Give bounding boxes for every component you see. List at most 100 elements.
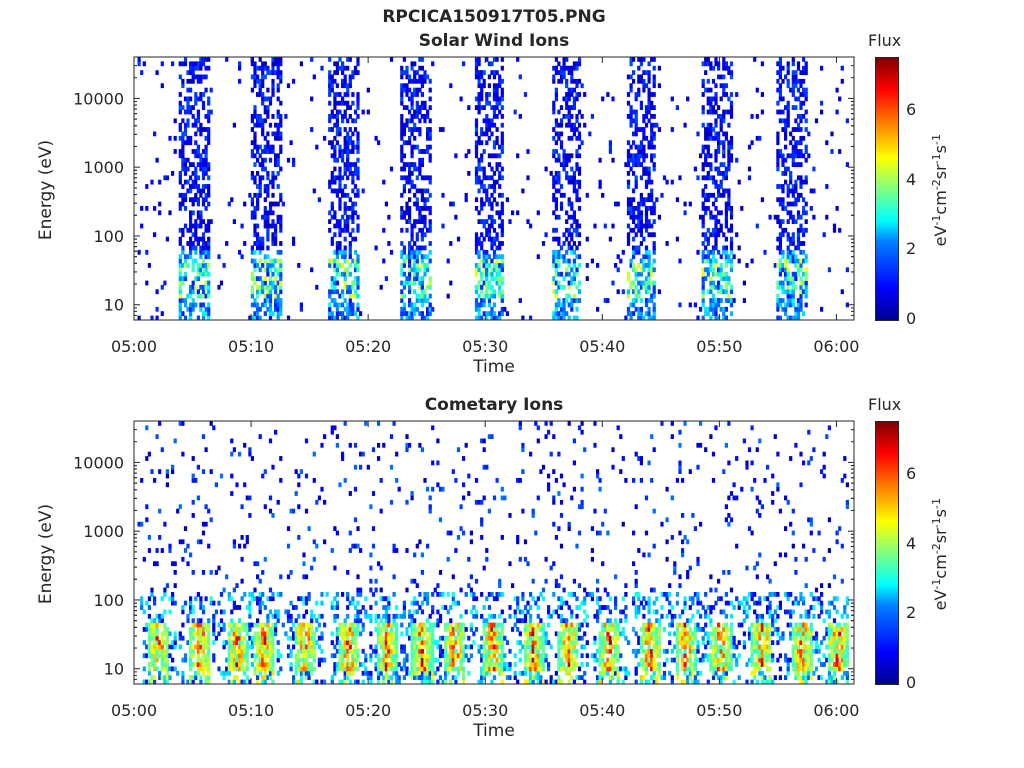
heatmap-cell (802, 232, 806, 238)
heatmap-cells (137, 57, 849, 321)
heatmap-cell (302, 613, 306, 619)
heatmap-cell (315, 627, 319, 632)
heatmap-cell (178, 153, 182, 159)
heatmap-cell (784, 105, 788, 110)
heatmap-cell (258, 276, 262, 281)
heatmap-cell (382, 179, 386, 185)
heatmap-cell (335, 442, 339, 448)
heatmap-cell (289, 570, 293, 575)
heatmap-cell (356, 135, 360, 141)
heatmap-cell (789, 302, 793, 308)
heatmap-cell (199, 675, 203, 680)
heatmap-cell (302, 670, 306, 676)
heatmap-cell (650, 140, 654, 146)
heatmap-cell (240, 640, 244, 645)
heatmap-cell (789, 175, 793, 181)
heatmap-cell (346, 135, 350, 141)
heatmap-cell (428, 679, 432, 685)
heatmap-cell (657, 289, 661, 295)
heatmap-cell (802, 206, 806, 211)
heatmap-cell (639, 311, 643, 316)
heatmap-cell (436, 679, 440, 685)
heatmap-cell (796, 96, 801, 102)
heatmap-cell (789, 298, 793, 303)
heatmap-cell (266, 192, 270, 198)
heatmap-cell (199, 605, 203, 610)
heatmap-cell (217, 666, 221, 672)
heatmap-cell (789, 153, 793, 159)
heatmap-cell (245, 648, 249, 654)
heatmap-cell (474, 241, 479, 246)
heatmap-cell (500, 306, 504, 312)
heatmap-cell (557, 131, 561, 137)
heatmap-cell (644, 276, 649, 281)
heatmap-cell (160, 447, 164, 453)
heatmap-cell (714, 153, 718, 159)
heatmap-cell (650, 122, 654, 128)
heatmap-cell (490, 276, 494, 281)
heatmap-cell (776, 306, 780, 312)
heatmap-cell (199, 96, 203, 102)
heatmap-cell (186, 105, 190, 110)
heatmap-cell (302, 640, 306, 645)
heatmap-cell (351, 188, 355, 194)
heatmap-cell (426, 298, 430, 303)
heatmap-cell (199, 61, 203, 67)
heatmap-cell (171, 464, 175, 470)
heatmap-cell (431, 592, 435, 597)
heatmap-cell (286, 543, 291, 549)
heatmap-cell (178, 92, 182, 97)
heatmap-cell (268, 293, 273, 299)
heatmap-cell (727, 258, 731, 264)
heatmap-cell (482, 219, 486, 224)
heatmap-cell (778, 92, 782, 97)
heatmap-cell (338, 206, 342, 211)
heatmap-cell (189, 140, 193, 146)
heatmap-cell (191, 302, 195, 308)
heatmap-cell (222, 587, 226, 593)
heatmap-cell (647, 179, 651, 185)
heatmap-cell (413, 87, 417, 93)
heatmap-cell (580, 83, 584, 89)
heatmap-cell (194, 140, 198, 146)
heatmap-cell (557, 315, 561, 321)
heatmap-cell (353, 644, 358, 650)
heatmap-cell (204, 640, 208, 645)
heatmap-cell (302, 552, 306, 558)
heatmap-cell (490, 206, 494, 211)
heatmap-cell (227, 648, 231, 654)
heatmap-cell (552, 109, 556, 115)
heatmap-cell (366, 87, 370, 93)
heatmap-cell (310, 618, 314, 624)
heatmap-cell (307, 648, 311, 654)
heatmap-cell (495, 114, 499, 119)
heatmap-cell (802, 271, 806, 277)
heatmap-cell (789, 140, 793, 146)
heatmap-cell (338, 149, 342, 154)
heatmap-cell (554, 87, 558, 93)
heatmap-cell (781, 157, 785, 163)
heatmap-cell (431, 486, 435, 492)
heatmap-cell (647, 315, 651, 321)
heatmap-cell (492, 140, 497, 146)
heatmap-cell (348, 78, 352, 84)
heatmap-cell (784, 166, 788, 172)
heatmap-cell (420, 245, 424, 251)
heatmap-cell (341, 65, 345, 71)
heatmap-cell (150, 179, 154, 185)
heatmap-cell (647, 258, 651, 264)
heatmap-cell (529, 315, 533, 321)
heatmap-cell (647, 100, 651, 106)
heatmap-cell (153, 618, 157, 624)
heatmap-cell (717, 188, 721, 194)
heatmap-cell (356, 175, 360, 181)
heatmap-cell (428, 131, 432, 137)
heatmap-cell (637, 78, 641, 84)
heatmap-cell (274, 631, 278, 637)
heatmap-cell (572, 184, 576, 189)
heatmap-cell (554, 65, 558, 71)
heatmap-cell (562, 157, 566, 163)
heatmap-cell (796, 298, 801, 303)
heatmap-cell (338, 293, 342, 299)
heatmap-cell (402, 245, 406, 251)
